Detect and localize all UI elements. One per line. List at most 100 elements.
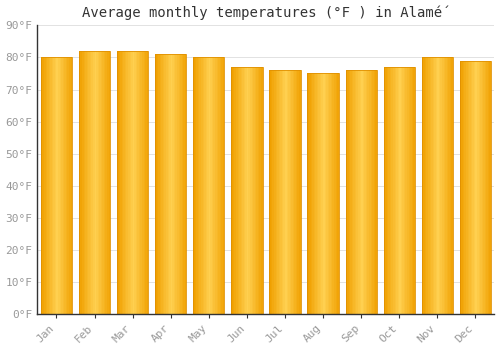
Bar <box>486 61 488 314</box>
Bar <box>260 67 261 314</box>
Bar <box>476 61 477 314</box>
Bar <box>223 57 224 314</box>
Bar <box>464 61 466 314</box>
Bar <box>239 67 240 314</box>
Bar <box>222 57 223 314</box>
Bar <box>285 70 286 314</box>
Bar <box>328 74 330 314</box>
Bar <box>290 70 291 314</box>
Bar <box>94 51 96 314</box>
Bar <box>276 70 277 314</box>
Bar <box>372 70 374 314</box>
Bar <box>272 70 274 314</box>
Bar <box>206 57 207 314</box>
Bar <box>134 51 136 314</box>
Bar <box>294 70 296 314</box>
Bar <box>450 57 452 314</box>
Bar <box>258 67 260 314</box>
Bar <box>412 67 414 314</box>
Bar <box>424 57 425 314</box>
Bar <box>146 51 148 314</box>
Bar <box>46 57 47 314</box>
Bar <box>364 70 366 314</box>
Bar <box>44 57 46 314</box>
Bar <box>375 70 377 314</box>
Bar <box>472 61 474 314</box>
Bar <box>117 51 118 314</box>
Bar <box>178 54 180 314</box>
Bar <box>291 70 293 314</box>
Bar <box>402 67 404 314</box>
Bar <box>286 70 288 314</box>
Bar <box>432 57 434 314</box>
Bar <box>252 67 253 314</box>
Bar <box>370 70 372 314</box>
Bar <box>261 67 262 314</box>
Bar <box>232 67 233 314</box>
Bar <box>331 74 332 314</box>
Bar <box>310 74 312 314</box>
Bar <box>169 54 170 314</box>
Bar <box>68 57 69 314</box>
Bar <box>60 57 61 314</box>
Bar <box>177 54 178 314</box>
Bar <box>428 57 430 314</box>
Bar <box>399 67 401 314</box>
Bar <box>452 57 453 314</box>
Bar <box>430 57 431 314</box>
Bar <box>422 57 424 314</box>
Bar <box>79 51 110 314</box>
Bar <box>164 54 166 314</box>
Bar <box>271 70 272 314</box>
Bar <box>90 51 92 314</box>
Bar <box>42 57 44 314</box>
Bar <box>162 54 163 314</box>
Bar <box>448 57 450 314</box>
Bar <box>194 57 196 314</box>
Bar <box>439 57 440 314</box>
Bar <box>210 57 212 314</box>
Bar <box>392 67 393 314</box>
Bar <box>398 67 399 314</box>
Bar <box>125 51 126 314</box>
Bar <box>170 54 172 314</box>
Bar <box>163 54 164 314</box>
Bar <box>212 57 214 314</box>
Bar <box>142 51 144 314</box>
Bar <box>366 70 368 314</box>
Bar <box>308 74 309 314</box>
Bar <box>41 57 42 314</box>
Bar <box>66 57 68 314</box>
Bar <box>330 74 331 314</box>
Bar <box>470 61 472 314</box>
Bar <box>480 61 482 314</box>
Bar <box>174 54 176 314</box>
Bar <box>139 51 140 314</box>
Bar <box>246 67 247 314</box>
Bar <box>374 70 375 314</box>
Bar <box>69 57 70 314</box>
Bar <box>410 67 412 314</box>
Bar <box>358 70 360 314</box>
Bar <box>160 54 162 314</box>
Bar <box>368 70 369 314</box>
Bar <box>166 54 168 314</box>
Bar <box>463 61 464 314</box>
Bar <box>198 57 200 314</box>
Bar <box>490 61 491 314</box>
Bar <box>244 67 246 314</box>
Bar <box>320 74 322 314</box>
Bar <box>369 70 370 314</box>
Bar <box>209 57 210 314</box>
Bar <box>425 57 426 314</box>
Bar <box>176 54 177 314</box>
Bar <box>407 67 408 314</box>
Bar <box>356 70 358 314</box>
Bar <box>390 67 392 314</box>
Bar <box>396 67 398 314</box>
Bar <box>280 70 282 314</box>
Bar <box>322 74 323 314</box>
Bar <box>253 67 254 314</box>
Bar <box>156 54 158 314</box>
Bar <box>317 74 318 314</box>
